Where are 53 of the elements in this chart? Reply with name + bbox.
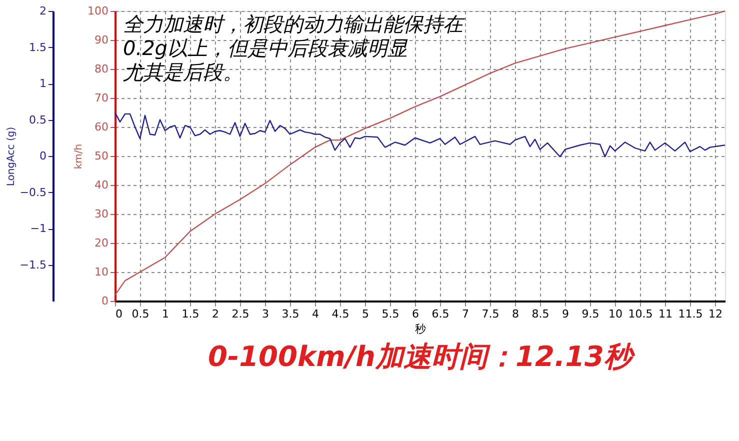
x-tick-label: 2 bbox=[212, 308, 219, 320]
y-tick-label: 30 bbox=[94, 208, 108, 220]
y2-tick-label: −1.5 bbox=[20, 258, 46, 272]
x-tick-label: 7 bbox=[462, 308, 469, 320]
x-tick-label: 9.5 bbox=[582, 308, 600, 320]
x-tick-label: 8 bbox=[512, 308, 519, 320]
x-tick-label: 5 bbox=[362, 308, 369, 320]
x-tick-label: 0 bbox=[116, 308, 122, 320]
y-tick-label: 20 bbox=[94, 236, 108, 250]
x-tick-label: 6.5 bbox=[432, 308, 450, 320]
x-tick-label: 10 bbox=[608, 308, 622, 320]
y2-tick-label: −0.5 bbox=[20, 186, 46, 199]
y-tick-label: 90 bbox=[94, 34, 108, 46]
x-tick-label: 4 bbox=[312, 308, 319, 320]
y-axis-title: km/h bbox=[74, 144, 85, 170]
x-tick-label: 2.5 bbox=[232, 308, 250, 320]
y-tick-label: 60 bbox=[94, 120, 108, 134]
x-tick-label: 3.5 bbox=[282, 308, 300, 320]
y-tick-label: 40 bbox=[94, 178, 108, 192]
x-axis-title: 秒 bbox=[415, 322, 426, 336]
x-tick-label: 4.5 bbox=[332, 308, 350, 320]
y2-tick-label: 0.5 bbox=[29, 113, 46, 126]
annotation: 尤其是后段。 bbox=[123, 60, 243, 84]
x-tick-label: 11.5 bbox=[678, 308, 703, 320]
y-tick-label: 50 bbox=[94, 150, 108, 162]
y-tick-label: 80 bbox=[94, 62, 108, 76]
y2-tick-label: 1 bbox=[40, 77, 46, 90]
y-tick-label: 70 bbox=[94, 92, 108, 104]
x-tick-label: 11 bbox=[658, 308, 672, 320]
annotation: 全力加速时，初段的动力输出能保持在 bbox=[123, 12, 466, 36]
y2-tick-label: −1 bbox=[30, 222, 46, 235]
y-tick-label: 10 bbox=[94, 266, 108, 278]
x-tick-label: 7.5 bbox=[482, 308, 500, 320]
y-tick-label: 100 bbox=[88, 4, 108, 18]
x-tick-label: 9 bbox=[562, 308, 569, 320]
x-tick-label: 10.5 bbox=[628, 308, 653, 320]
x-tick-label: 1.5 bbox=[182, 308, 200, 320]
x-tick-label: 1 bbox=[162, 308, 169, 320]
x-tick-label: 8.5 bbox=[532, 308, 550, 320]
y2-tick-label: 0 bbox=[40, 150, 46, 162]
x-tick-label: 5.5 bbox=[382, 308, 400, 320]
y-tick-label: 0 bbox=[102, 294, 108, 308]
x-tick-label: 6 bbox=[412, 308, 419, 320]
line-series bbox=[114, 10, 726, 296]
y2-axis-title: LongAcc (g) bbox=[6, 126, 17, 186]
y2-tick-label: 1.5 bbox=[29, 40, 46, 54]
x-tick-label: 0.5 bbox=[132, 308, 150, 320]
x-tick-label: 12 bbox=[708, 308, 722, 320]
y2-tick-label: 2 bbox=[40, 4, 46, 18]
x-tick-label: 3 bbox=[262, 308, 269, 320]
text: 0-100km/h加速时间：12.13秒 bbox=[208, 340, 636, 373]
annotation: 0.2g以上，但是中后段衰减明显 bbox=[123, 36, 408, 60]
line-series bbox=[114, 112, 726, 158]
